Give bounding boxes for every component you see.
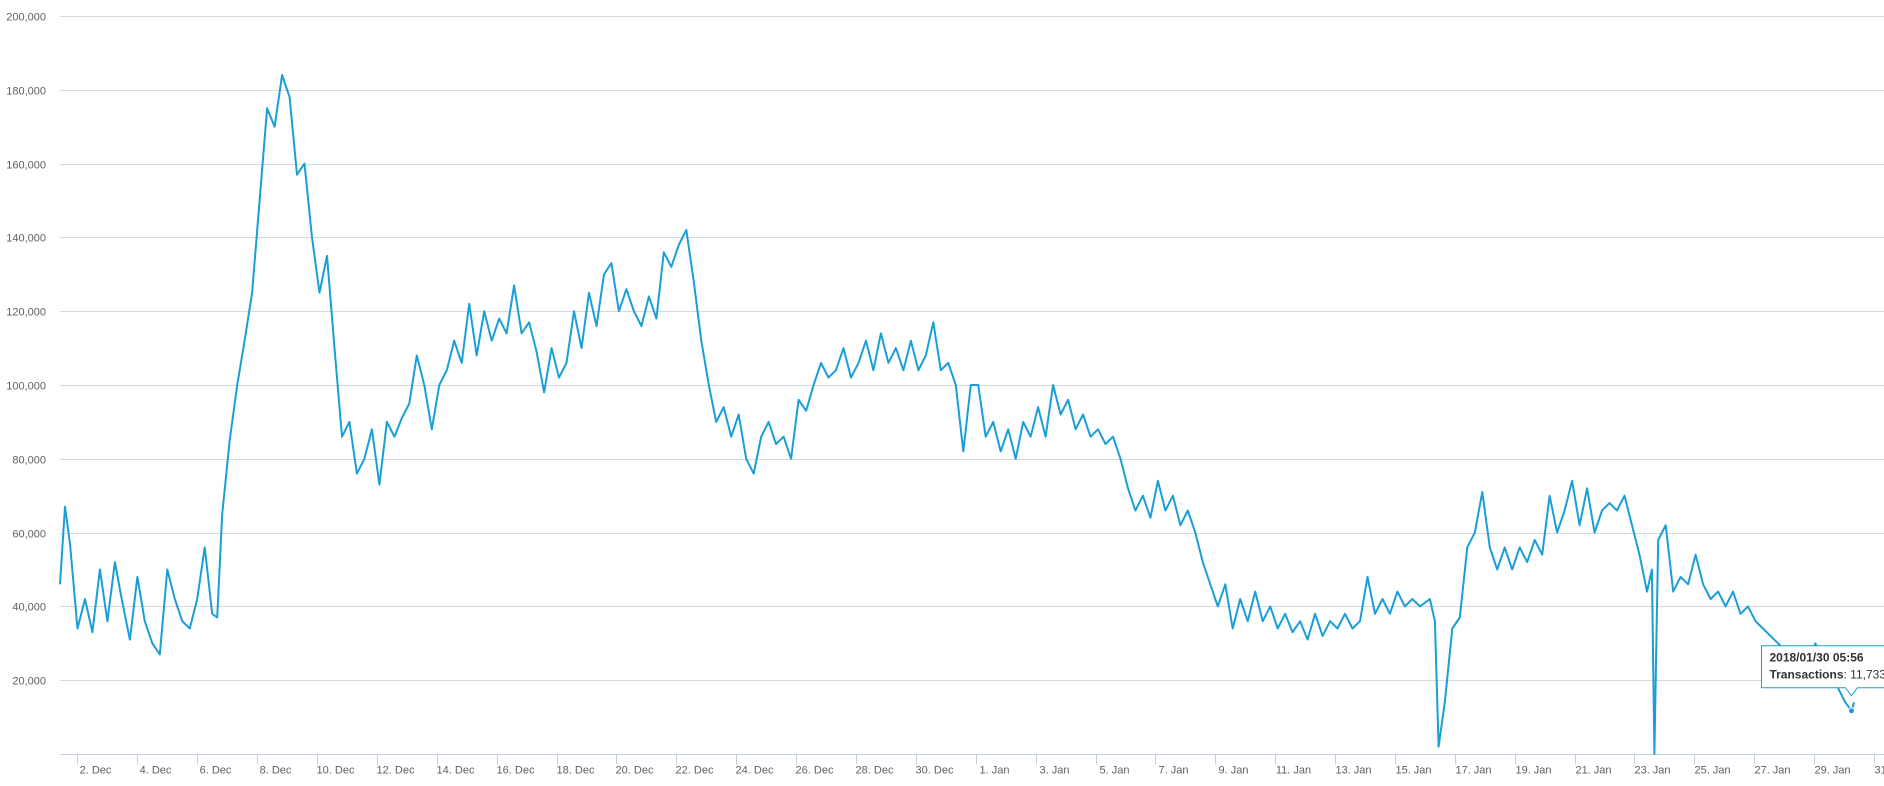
x-tick-label: 8. Dec — [260, 765, 292, 777]
y-tick-label: 20,000 — [12, 676, 46, 688]
x-tick-label: 10. Dec — [317, 765, 355, 777]
tooltip: 2018/01/30 05:56 Transactions: 11,733 — [1760, 645, 1884, 715]
tooltip-series-label: Transactions — [1769, 668, 1843, 682]
x-tick-label: 16. Dec — [497, 765, 535, 777]
series — [59, 74, 1856, 755]
x-tick-label: 2. Dec — [80, 765, 112, 777]
x-tick-label: 28. Dec — [856, 765, 894, 777]
x-tick-label: 24. Dec — [736, 765, 774, 777]
y-tick-label: 140,000 — [6, 233, 46, 245]
x-tick-label: 30. Dec — [916, 765, 954, 777]
x-tick-label: 27. Jan — [1754, 765, 1790, 777]
y-tick-label: 120,000 — [6, 307, 46, 319]
x-tick-label: 17. Jan — [1455, 765, 1491, 777]
x-tick-label: 13. Jan — [1335, 765, 1371, 777]
x-tick-label: 15. Jan — [1395, 765, 1431, 777]
y-tick-label: 160,000 — [6, 160, 46, 172]
x-tick-label: 11. Jan — [1276, 765, 1311, 777]
x-tick-label: 22. Dec — [676, 765, 714, 777]
x-axis: 2. Dec 4. Dec 6. Dec 8. Dec 10. Dec 12. Dec 14… — [60, 754, 1884, 777]
y-tick-label: 40,000 — [12, 602, 46, 614]
tooltip-row: Transactions: 11,733 — [1769, 668, 1884, 682]
x-tick-label: 20. Dec — [616, 765, 654, 777]
tooltip-title: 2018/01/30 05:56 — [1769, 651, 1863, 665]
tooltip-value: 11,733 — [1850, 668, 1884, 682]
x-tick-label: 9. Jan — [1219, 765, 1249, 777]
y-tick-label: 100,000 — [6, 381, 46, 393]
x-tick-label: 19. Jan — [1515, 765, 1551, 777]
y-tick-label: 180,000 — [6, 86, 46, 98]
x-tick-label: 23. Jan — [1634, 765, 1670, 777]
x-tick-label: 21. Jan — [1575, 765, 1611, 777]
tooltip-box — [1760, 645, 1884, 697]
series-line-0 — [59, 74, 1856, 755]
x-tick-label: 7. Jan — [1159, 765, 1189, 777]
y-tick-label: 80,000 — [12, 455, 46, 467]
tooltip-colon: : — [1844, 668, 1851, 682]
x-tick-label: 5. Jan — [1100, 765, 1130, 777]
x-tick-label: 29. Jan — [1814, 765, 1850, 777]
x-tick-label: 14. Dec — [437, 765, 475, 777]
x-tick-label: 4. Dec — [140, 765, 172, 777]
y-axis: 20,000 40,000 60,000 80,000 100,000 120,000 14… — [6, 12, 46, 688]
x-tick-label: 25. Jan — [1694, 765, 1730, 777]
x-tick-label: 3. Jan — [1040, 765, 1070, 777]
x-tick-label: 31. Jan — [1874, 765, 1884, 777]
y-tick-label: 200,000 — [6, 12, 46, 24]
y-tick-label: 60,000 — [12, 529, 46, 541]
x-tick-label: 6. Dec — [200, 765, 232, 777]
x-tick-label: 26. Dec — [796, 765, 834, 777]
x-tick-label: 1. Jan — [980, 765, 1010, 777]
x-tick-label: 12. Dec — [377, 765, 415, 777]
x-tick-label: 18. Dec — [557, 765, 595, 777]
tooltip-marker — [1847, 707, 1855, 715]
